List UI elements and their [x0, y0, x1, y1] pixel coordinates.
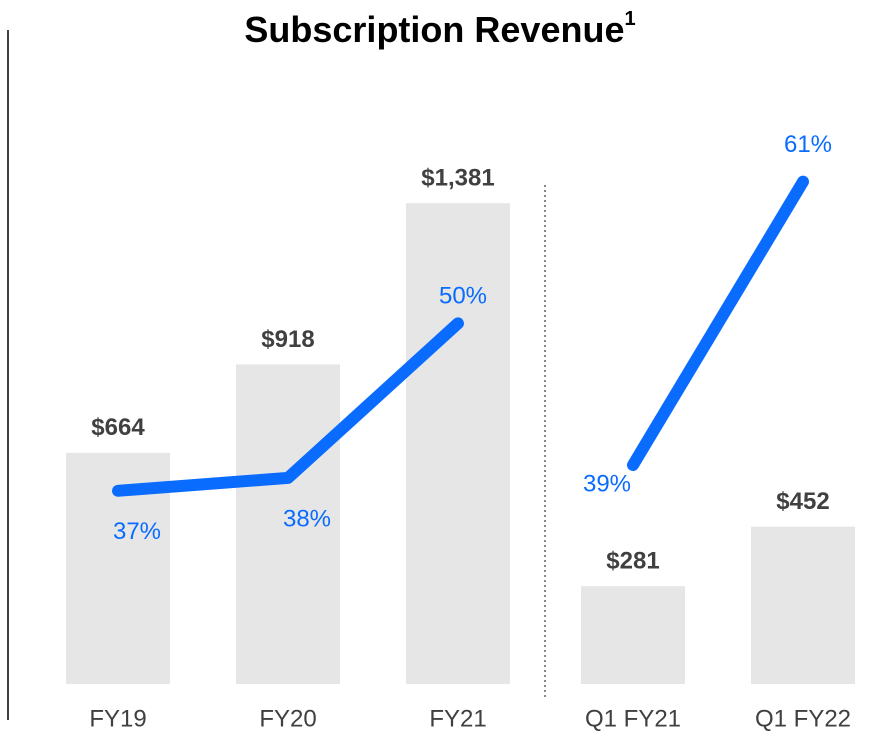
growth-label: 50% — [439, 283, 487, 310]
bar — [236, 364, 340, 684]
x-tick-label: FY19 — [89, 705, 146, 732]
growth-line — [627, 175, 809, 472]
bar-label: $664 — [91, 414, 145, 441]
growth-label: 38% — [283, 505, 331, 532]
x-tick-label: Q1 FY22 — [755, 705, 851, 732]
growth-line — [112, 317, 464, 497]
x-tick-label: Q1 FY21 — [585, 705, 681, 732]
bar — [406, 203, 510, 684]
x-tick-label: FY21 — [429, 705, 486, 732]
bar-label: $281 — [606, 548, 659, 575]
title-note: 1 — [624, 8, 635, 30]
bar-label: $918 — [261, 326, 314, 353]
growth-label: 39% — [583, 470, 631, 497]
title-text: Subscription Revenue — [244, 9, 624, 50]
chart-title: Subscription Revenue1 — [244, 8, 635, 49]
bar-label: $452 — [776, 488, 829, 515]
growth-label: 37% — [113, 518, 161, 545]
growth-label: 61% — [784, 131, 832, 158]
x-tick-label: FY20 — [259, 705, 316, 732]
bar — [751, 526, 855, 684]
bar-label: $1,381 — [421, 165, 494, 192]
bar — [581, 586, 685, 684]
